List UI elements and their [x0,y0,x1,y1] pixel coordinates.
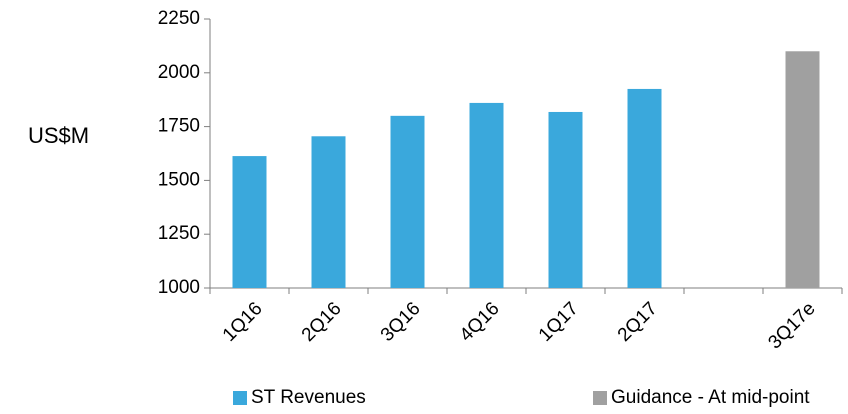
legend-label: ST Revenues [251,387,366,408]
bar [627,88,662,288]
x-tick-label: 3Q17e [764,298,819,353]
x-tick-label: 3Q16 [377,298,425,346]
bar [469,102,504,288]
x-tick-label: 1Q17 [535,298,583,346]
x-tick-label: 1Q16 [219,298,267,346]
bar [311,136,346,288]
bar [548,111,583,288]
y-tick-label: 1250 [158,223,200,244]
y-axis-label: US$M [28,123,89,148]
legend-swatch [593,391,607,405]
bar [232,156,267,288]
x-tick-label: 4Q16 [456,298,504,346]
bar [785,51,820,288]
legend-swatch [233,391,247,405]
x-tick-label: 2Q16 [298,298,346,346]
y-tick-label: 2250 [158,8,200,29]
legend-label: Guidance - At mid-point [611,387,810,408]
y-tick-label: 1500 [158,169,200,190]
y-tick-label: 1000 [158,277,200,298]
bar [390,115,425,288]
x-tick-label: 2Q17 [614,298,662,346]
y-tick-label: 1750 [158,116,200,137]
y-tick-label: 2000 [158,62,200,83]
